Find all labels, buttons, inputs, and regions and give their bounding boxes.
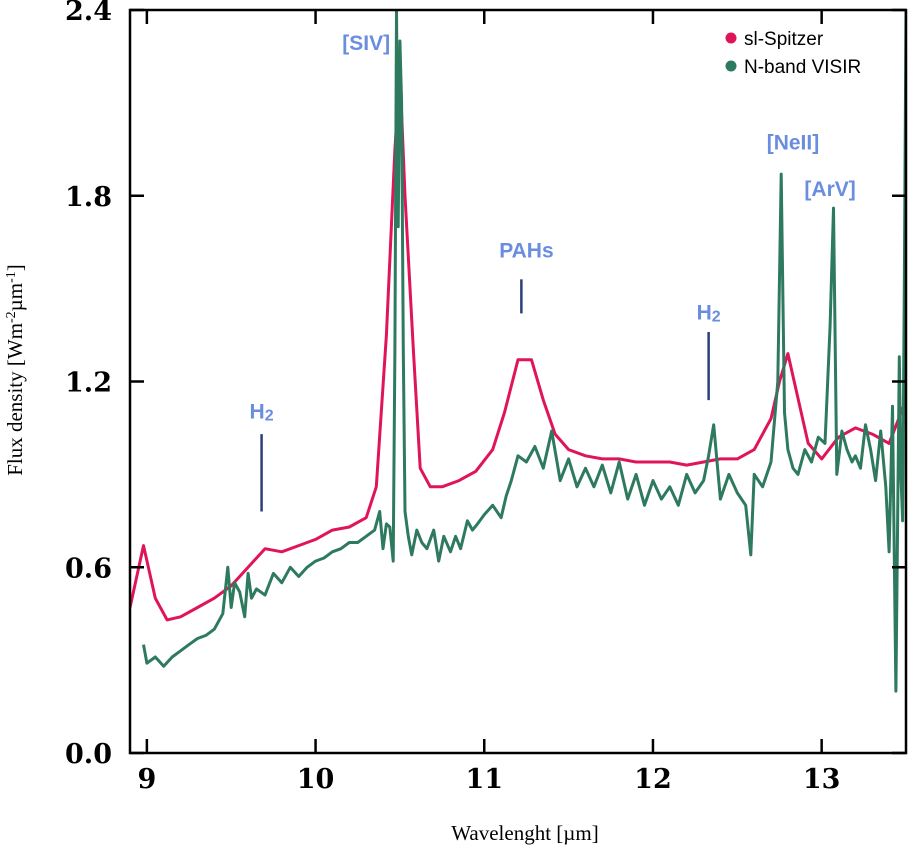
x-axis-label: Wavelenght [µm] [451, 821, 598, 845]
x-tick-label: 11 [465, 764, 503, 795]
y-tick-label: 2.4 [65, 0, 112, 27]
x-tick-label: 12 [634, 764, 672, 795]
x-tick-label: 13 [803, 764, 841, 795]
y-tick-label: 0.6 [65, 553, 112, 584]
y-tick-label: 0.0 [65, 739, 112, 770]
annotation-arv: [ArV] [804, 178, 855, 201]
y-tick-label: 1.2 [65, 368, 112, 399]
x-tick-label: 10 [297, 764, 335, 795]
series-line-n-band-visir [142, 10, 906, 693]
y-axis-label: Flux density [Wm-2µm-1] [3, 264, 27, 476]
annotation-h2: H2 [250, 401, 274, 425]
series-layer [130, 10, 906, 693]
annotation-h2: H2 [697, 302, 721, 326]
line-marker-layer [260, 279, 710, 512]
legend-label-sl-spitzer: sl-Spitzer [744, 29, 824, 50]
x-tick-label: 9 [137, 764, 156, 795]
annotation-pahs: PAHs [499, 240, 553, 263]
legend: sl-Spitzer N-band VISIR [725, 29, 861, 78]
annotation-neii: [NeII] [767, 131, 820, 154]
annotation-siv: [SIV] [342, 32, 390, 55]
y-tick-label: 1.8 [65, 182, 112, 213]
legend-label-n-band-visir: N-band VISIR [744, 57, 861, 78]
legend-marker-sl-spitzer [725, 32, 737, 44]
legend-marker-n-band-visir [725, 60, 737, 72]
annotation-layer: [SIV] PAHs [NeII] [ArV] H2 H2 [250, 32, 856, 424]
tick-layer: 9 10 11 12 13 0.0 0.6 1.2 1.8 2.4 [65, 0, 906, 795]
